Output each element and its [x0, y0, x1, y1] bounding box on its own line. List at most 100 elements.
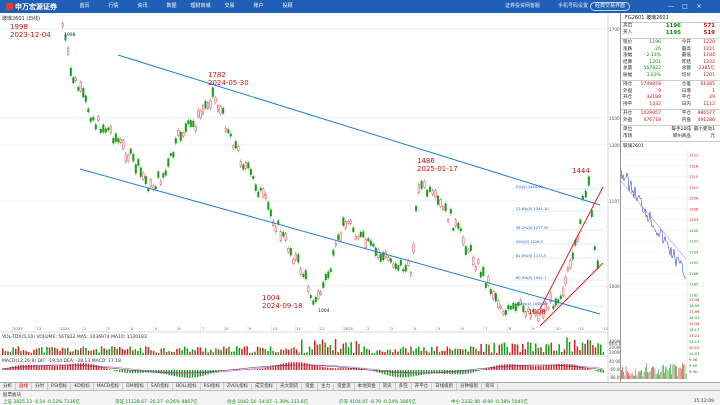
menu-wealth[interactable]: 理财商城	[190, 3, 211, 9]
menu-data[interactable]: 数据	[166, 3, 177, 9]
market-index[interactable]: 创业 1042.54 -14.87 -1.39% 333.6亿	[227, 400, 309, 405]
volume-bar	[498, 344, 501, 355]
menu-trade[interactable]: 交易	[224, 3, 235, 9]
indicator-tab[interactable]: 开平仓	[412, 383, 433, 390]
indicator-tab[interactable]: BOLL指标	[173, 383, 201, 390]
anno-1004-date: 2024-09-18	[262, 302, 303, 310]
candle-body	[434, 190, 437, 198]
indicator-tab[interactable]: 日线级别	[432, 383, 458, 390]
volume-bar	[202, 351, 204, 355]
candle-body	[142, 172, 145, 180]
indicator-tab[interactable]: DMI指标	[123, 383, 148, 390]
indicator-tab[interactable]: 资金	[302, 383, 319, 390]
mini-chart-title: 玻璃2601	[623, 144, 644, 149]
intraday-mini-chart[interactable]: 1221 1218 1215 1212 1209 1206 1203 1200 1197 1194…	[620, 151, 720, 381]
macd-bar	[176, 370, 178, 377]
position-row-cell: 日内	[681, 101, 691, 107]
menu-advisor[interactable]: 投顾	[282, 3, 293, 9]
indicator-tab[interactable]: 成交指标	[252, 383, 278, 390]
menu-news[interactable]: 资讯	[137, 3, 148, 9]
candle-body	[144, 176, 147, 185]
bid-ask-rows: 卖出 1196 571 买入 1195 519	[621, 23, 720, 37]
classic-trade-button[interactable]: 经典交易界面	[590, 2, 630, 11]
candle-body	[154, 186, 157, 189]
mini-price-tick: 1194	[689, 250, 699, 254]
indicator-tab[interactable]: RSI指标	[201, 383, 224, 390]
volume-bar	[490, 352, 493, 355]
macd-bar	[147, 370, 149, 373]
volume-bar	[373, 352, 376, 355]
candle-body	[529, 314, 532, 319]
intraday-volume-bar	[682, 363, 683, 379]
volume-bar	[412, 351, 415, 355]
macd-bar	[85, 363, 87, 370]
macd-bar	[108, 369, 110, 370]
candle-body	[169, 153, 172, 156]
macd-bar	[602, 370, 604, 373]
intraday-volume-bar	[654, 368, 656, 379]
candle-body	[549, 292, 552, 302]
close-icon[interactable]: ×	[696, 3, 702, 10]
volume-bar	[269, 346, 272, 355]
date-tick: 12	[320, 326, 325, 331]
indicator-tab[interactable]: ZVOL指标	[224, 383, 253, 390]
menu-account[interactable]: 账户	[253, 3, 264, 9]
indicator-tab[interactable]: 主力	[318, 383, 335, 390]
volume-bar	[163, 347, 165, 355]
intraday-volume-bar	[635, 368, 636, 379]
indicator-tab[interactable]: 分钟级别	[457, 383, 483, 390]
volume-bar	[90, 350, 92, 355]
menu-quotes[interactable]: 行情	[108, 3, 119, 9]
candle-body	[132, 154, 135, 162]
link-phone[interactable]: 手机号码设置	[558, 3, 589, 9]
volume-bar	[46, 346, 48, 355]
red-channel-upper[interactable]	[539, 186, 604, 310]
candle-body	[557, 299, 560, 304]
volume-bar	[594, 347, 597, 355]
candle-body	[587, 176, 590, 186]
macd-bar	[571, 364, 573, 370]
channel-upper-line[interactable]	[117, 54, 601, 206]
indicator-tab[interactable]: 画线	[16, 383, 32, 390]
market-index[interactable]: 上证 3825.13 -4.54 -0.12% 7136亿	[3, 400, 80, 405]
maximize-icon[interactable]: □	[682, 3, 688, 10]
candle-body	[209, 100, 212, 109]
indicator-tab[interactable]: 多空	[396, 383, 412, 390]
macd-bar	[184, 370, 186, 378]
indicator-tab[interactable]: 资讯	[482, 383, 499, 390]
intraday-volume-bar	[670, 364, 671, 379]
indicator-tab[interactable]: 资金流	[334, 383, 355, 390]
red-channel-lower[interactable]	[539, 262, 604, 327]
indicator-tab[interactable]: SAR指标	[148, 383, 174, 390]
volume-bar	[30, 352, 33, 355]
macd-bar	[181, 370, 183, 378]
indicator-tab[interactable]: 光大期货	[277, 383, 303, 390]
candle-body	[224, 128, 227, 132]
volume-bar	[568, 342, 571, 355]
minimize-icon[interactable]: —	[668, 3, 674, 10]
indicator-tab[interactable]: KD指标	[71, 383, 94, 390]
indicator-tab[interactable]: 资讯	[380, 383, 396, 390]
market-index[interactable]: 深证 11128.67 -26.27 -0.26% 9867亿	[115, 400, 198, 405]
position-row-cell: 开仓	[623, 95, 633, 100]
link-service[interactable]: 证券投资网客服	[505, 3, 541, 9]
date-tick: 12	[37, 326, 42, 331]
macd-bar	[126, 370, 129, 373]
indicator-tab[interactable]: 分时	[32, 383, 48, 390]
volume-bar	[246, 346, 248, 355]
channel-lower-line[interactable]	[79, 168, 601, 315]
volume-bar	[56, 348, 59, 355]
menu-home[interactable]: 首页	[79, 3, 90, 9]
market-index[interactable]: 沪深 4104.07 -8.70 -0.24% 3065亿	[339, 400, 416, 405]
kline-chart-panel[interactable]: 玻璃2601 (日线) 1700 1500 1300 1197 1000 864.1 0%…	[0, 13, 625, 382]
indicator-tab[interactable]: MACD指标	[94, 383, 124, 390]
candle-body	[504, 310, 507, 316]
intraday-volume-bar	[684, 364, 686, 379]
indicator-tab[interactable]: RSI指标	[48, 383, 72, 390]
indicator-tab[interactable]: 本地资金	[355, 383, 380, 390]
macd-bar	[77, 363, 79, 370]
indicator-tab[interactable]: 分析	[0, 383, 16, 390]
volume-bar	[165, 351, 168, 355]
market-index[interactable]: 中小 2332.90 -8.90 -0.38% 5041亿	[451, 400, 528, 405]
